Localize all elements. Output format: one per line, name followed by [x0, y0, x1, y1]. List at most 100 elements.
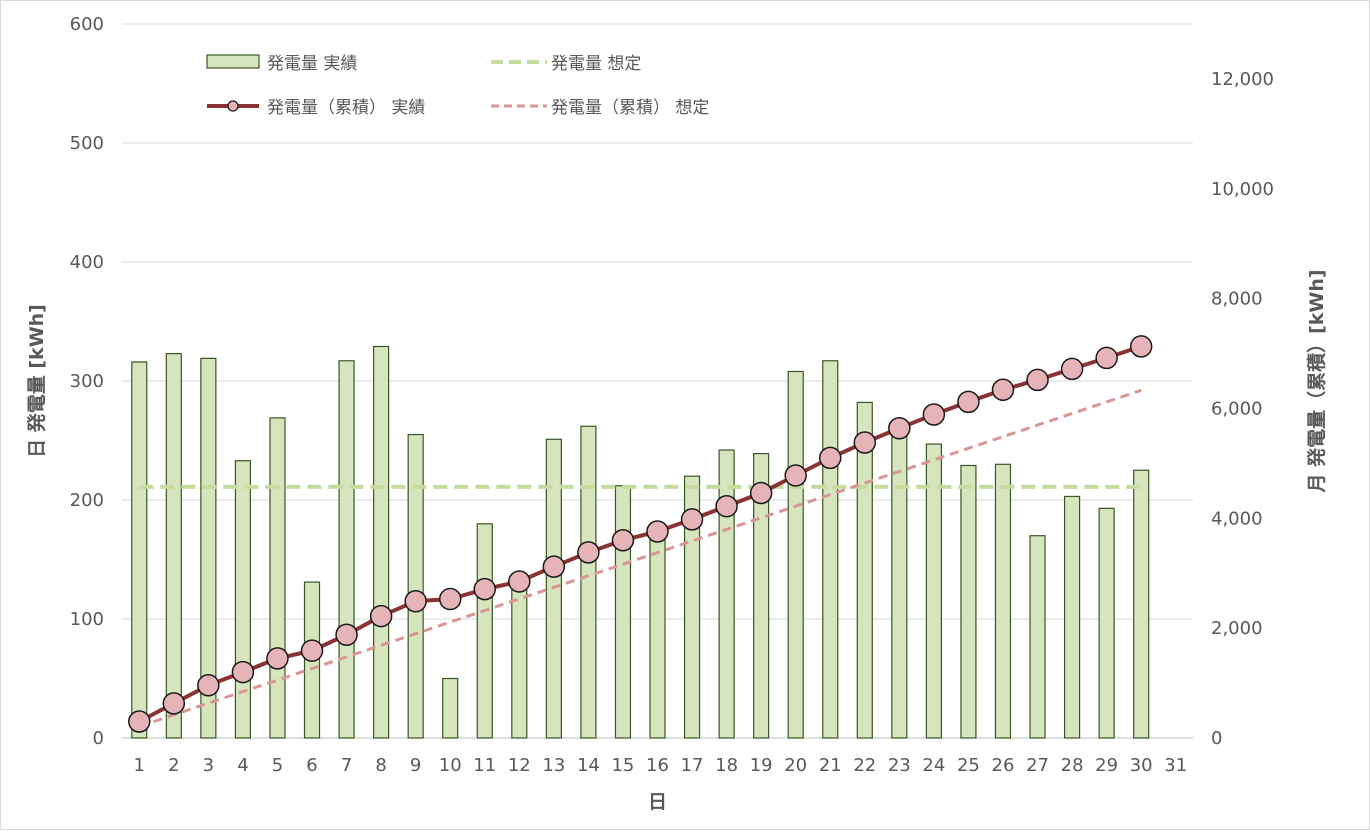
legend-label: 発電量（累積） 想定	[551, 98, 709, 118]
cumulative-point	[853, 431, 877, 454]
cumulative-point	[611, 529, 635, 552]
bar	[1098, 507, 1115, 739]
cumulative-point	[197, 674, 220, 697]
cumulative-point	[784, 464, 807, 487]
bar	[234, 460, 252, 739]
bar	[787, 370, 804, 739]
y-right-tick-label: 4,000	[1211, 508, 1263, 529]
legend-label: 発電量（累積） 実績	[267, 98, 425, 118]
cumulative-point	[266, 647, 289, 670]
x-tick-label: 10	[439, 755, 462, 776]
bar	[580, 425, 597, 739]
x-tick-label: 31	[1164, 755, 1187, 776]
cumulative-point	[335, 623, 358, 646]
cumulative-point	[369, 604, 393, 628]
x-tick-label: 15	[611, 755, 634, 776]
cumulative-point	[715, 494, 738, 518]
cumulative-point	[1129, 335, 1153, 358]
x-tick-label: 28	[1061, 755, 1084, 776]
x-tick-label: 1	[134, 755, 145, 776]
cumulative-point	[542, 555, 566, 578]
cumulative-point	[922, 403, 946, 426]
y-right-tick-label: 0	[1211, 728, 1222, 749]
cumulative-point	[991, 378, 1015, 402]
y-right-tick-label: 10,000	[1211, 179, 1274, 200]
x-tick-label: 8	[375, 755, 386, 776]
x-tick-label: 25	[957, 755, 980, 776]
x-tick-label: 21	[819, 755, 842, 776]
y-right-tick-label: 8,000	[1211, 289, 1263, 310]
x-tick-label: 3	[203, 755, 214, 776]
cumulative-point	[818, 446, 842, 470]
bar	[476, 523, 493, 739]
cumulative-point	[300, 639, 324, 662]
x-tick-label: 2	[168, 755, 179, 776]
cumulative-point	[438, 587, 462, 611]
y-right-tick-label: 6,000	[1211, 398, 1263, 419]
bar	[614, 485, 632, 739]
x-tick-label: 12	[508, 755, 531, 776]
x-tick-label: 23	[888, 755, 911, 776]
x-tick-label: 24	[922, 755, 945, 776]
y-left-tick-label: 500	[70, 133, 104, 154]
actual-cumulative-line	[138, 344, 1142, 724]
x-tick-label: 5	[272, 755, 283, 776]
y-left-axis-title: 日 発電量 [kWh]	[25, 304, 48, 458]
x-tick-label: 6	[306, 755, 317, 776]
cumulative-point	[404, 589, 427, 613]
bar	[269, 417, 286, 739]
cumulative-point	[1060, 357, 1084, 381]
x-tick-label: 22	[853, 755, 876, 776]
bar	[1133, 469, 1150, 739]
cumulative-point	[473, 577, 497, 601]
cumulative-point	[888, 416, 911, 440]
cumulative-point	[957, 390, 980, 414]
bar	[925, 443, 942, 739]
y-left-tick-label: 100	[70, 609, 104, 630]
legend-swatch-bar	[206, 54, 260, 69]
bar	[407, 433, 424, 739]
cumulative-point	[749, 481, 773, 505]
x-axis-title: 日	[648, 791, 667, 813]
bar	[1063, 495, 1081, 739]
y-left-tick-label: 0	[93, 728, 104, 749]
y-left-tick-label: 200	[70, 490, 104, 511]
bar	[891, 433, 908, 739]
bar	[131, 361, 148, 739]
bar	[200, 357, 217, 739]
y-left-tick-label: 400	[70, 252, 104, 273]
x-tick-label: 7	[341, 755, 352, 776]
cumulative-point	[680, 508, 704, 531]
x-tick-label: 26	[992, 755, 1015, 776]
y-left-tick-label: 300	[70, 371, 104, 392]
bar	[718, 449, 735, 739]
x-tick-label: 20	[784, 755, 807, 776]
planned-cumulative-line	[138, 388, 1142, 728]
y-right-axis-title: 月 発電量（累積）[kWh]	[1305, 269, 1328, 493]
x-tick-label: 27	[1026, 755, 1049, 776]
x-tick-label: 4	[237, 755, 248, 776]
bar	[442, 677, 459, 739]
y-right-tick-label: 12,000	[1211, 69, 1274, 90]
x-tick-label: 13	[542, 755, 565, 776]
x-tick-label: 14	[577, 755, 600, 776]
cumulative-point	[128, 710, 151, 733]
bar	[338, 360, 355, 739]
x-tick-label: 18	[715, 755, 738, 776]
x-tick-label: 30	[1130, 755, 1153, 776]
bar	[165, 353, 182, 739]
cumulative-point	[508, 570, 531, 593]
bar	[649, 532, 666, 739]
x-tick-label: 16	[646, 755, 669, 776]
legend-label: 発電量 想定	[551, 54, 641, 74]
bar	[373, 345, 390, 739]
cumulative-point	[646, 520, 669, 543]
x-tick-label: 19	[750, 755, 773, 776]
x-tick-label: 9	[410, 755, 421, 776]
cumulative-point	[1095, 346, 1118, 370]
x-tick-label: 11	[473, 755, 496, 776]
bar	[822, 360, 839, 739]
cumulative-point	[1026, 368, 1049, 392]
bar	[753, 452, 770, 739]
